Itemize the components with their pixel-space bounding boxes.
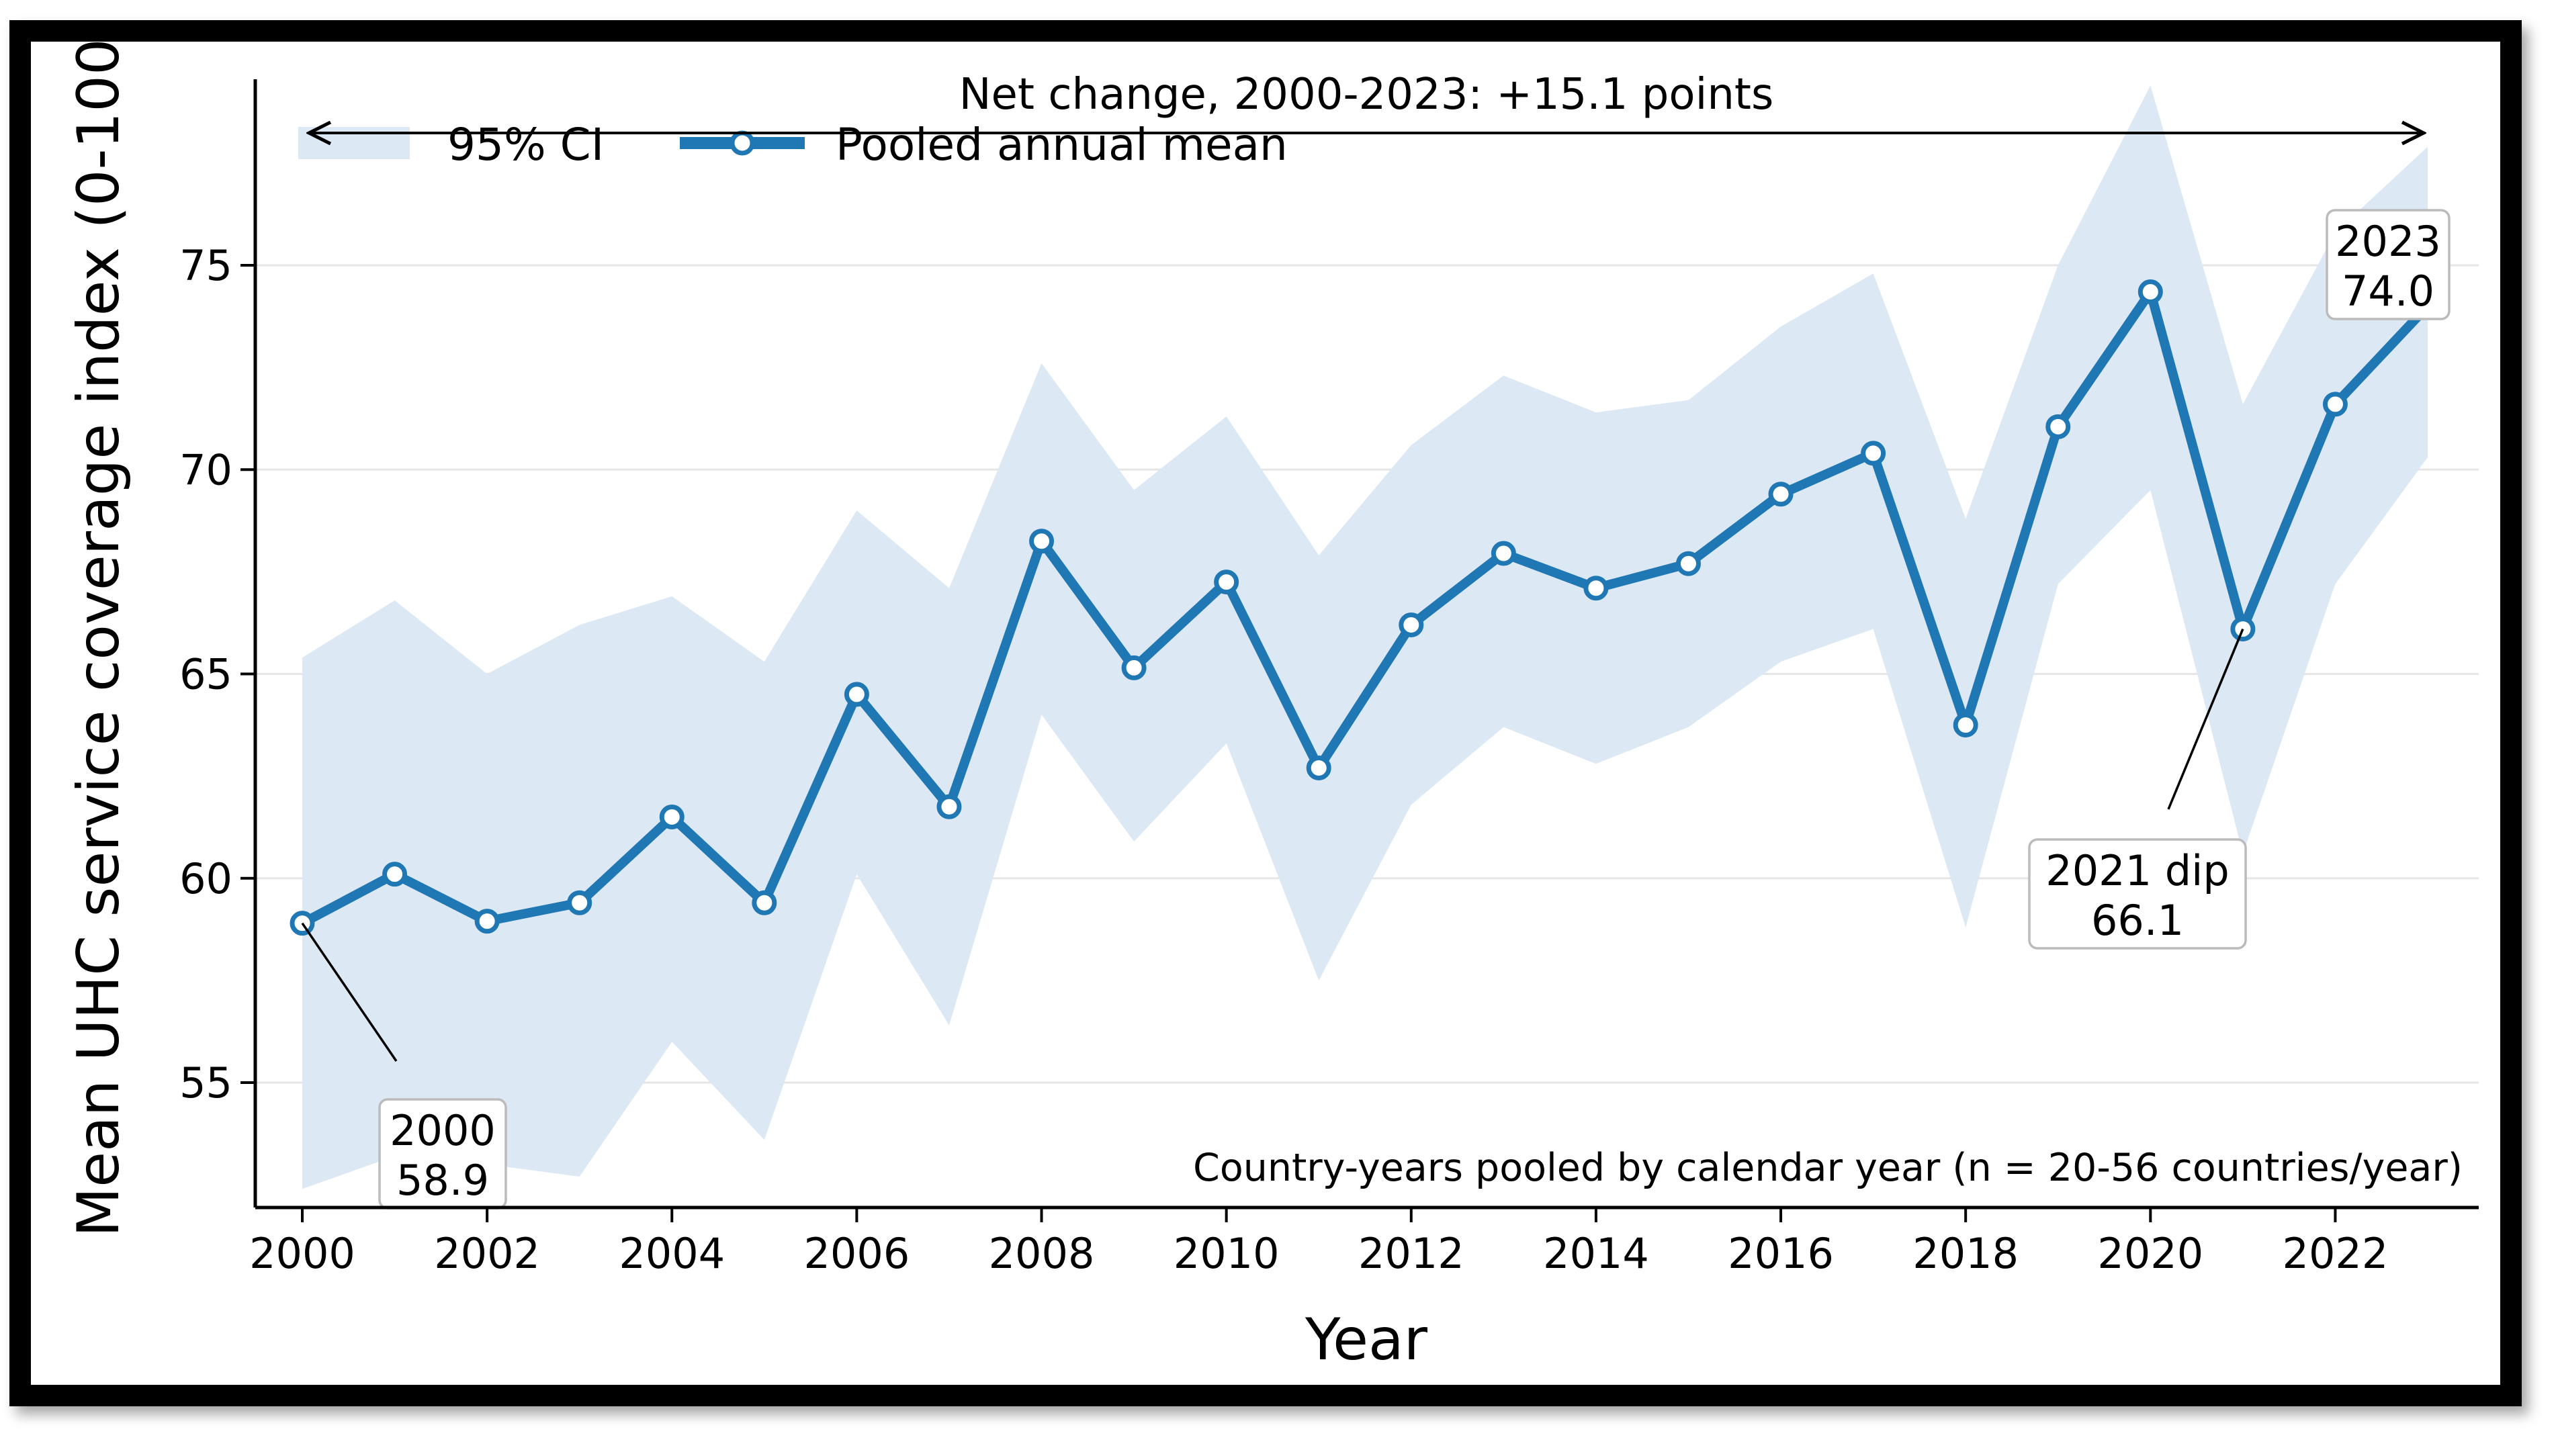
data-point [1583, 576, 1609, 601]
series-line-layer [300, 287, 2432, 927]
annotation-leader [301, 922, 398, 1062]
y-axis-title: Mean UHC service coverage index (0-100) [65, 16, 132, 1237]
x-tick-label: 2014 [1543, 1229, 1649, 1278]
annotation-label: 2023 [2335, 217, 2441, 266]
annotation-box [2326, 209, 2451, 320]
y-tick-label: 55 [179, 1058, 232, 1107]
annotation-label: 2021 dip [2045, 846, 2229, 895]
x-tick-label: 2010 [1174, 1229, 1280, 1278]
x-tick-label: 2002 [434, 1229, 540, 1278]
legend-marker-swatch [730, 130, 755, 156]
data-point [474, 909, 500, 934]
data-point [1399, 612, 1424, 637]
annotation-value: 66.1 [2091, 896, 2184, 945]
footnote: Country-years pooled by calendar year (n… [1193, 1146, 2463, 1190]
y-tick-label: 75 [179, 241, 232, 290]
y-tick-label: 70 [179, 445, 232, 494]
data-point [1953, 713, 1978, 738]
data-point [382, 862, 408, 887]
legend: 95% CI Pooled annual mean [298, 119, 1288, 171]
data-point [844, 682, 869, 707]
data-point [567, 890, 592, 915]
data-point [1675, 551, 1701, 576]
data-point [2322, 392, 2348, 417]
annotation-leader [2167, 628, 2244, 810]
data-point [1861, 441, 1886, 466]
ci-band-layer [302, 85, 2428, 1189]
x-tick-label: 2012 [1358, 1229, 1464, 1278]
y-axis-ticks: 55 60 65 70 75 [179, 241, 255, 1107]
data-point [1306, 755, 1331, 780]
annotation-label: 2000 [390, 1106, 496, 1155]
x-axis-title: Year [1305, 1306, 1428, 1373]
data-point [936, 794, 962, 819]
ci-band [302, 85, 2428, 1189]
legend-ci-label: 95% CI [447, 119, 604, 171]
x-tick-label: 2022 [2283, 1229, 2389, 1278]
annotation-box [2028, 838, 2247, 950]
x-tick-label: 2006 [803, 1229, 910, 1278]
x-axis-ticks: 2000 2002 2004 2006 2008 2010 2012 2014 2016 2018… [249, 1208, 2388, 1278]
y-tick-label: 65 [179, 650, 232, 699]
net-change-label: Net change, 2000-2023: +15.1 points [959, 70, 1774, 120]
x-tick-label: 2004 [619, 1229, 725, 1278]
x-tick-label: 2018 [1912, 1229, 2019, 1278]
data-point [2137, 279, 2163, 305]
x-tick-label: 2020 [2097, 1229, 2203, 1278]
data-point [1768, 482, 1794, 507]
x-tick-label: 2000 [249, 1229, 355, 1278]
data-point [1029, 529, 1055, 554]
annotation-value: 74.0 [2342, 267, 2434, 316]
data-point [659, 804, 685, 829]
data-point [2045, 414, 2071, 439]
y-tick-label: 60 [179, 854, 232, 903]
x-tick-label: 2008 [989, 1229, 1095, 1278]
annotation-value: 58.9 [396, 1156, 489, 1205]
data-point [1121, 655, 1147, 680]
legend-series-label: Pooled annual mean [836, 119, 1288, 171]
data-point [1491, 541, 1516, 566]
x-tick-label: 2016 [1728, 1229, 1834, 1278]
data-point [1214, 570, 1239, 595]
data-point [752, 890, 777, 915]
series-line [300, 287, 2432, 927]
